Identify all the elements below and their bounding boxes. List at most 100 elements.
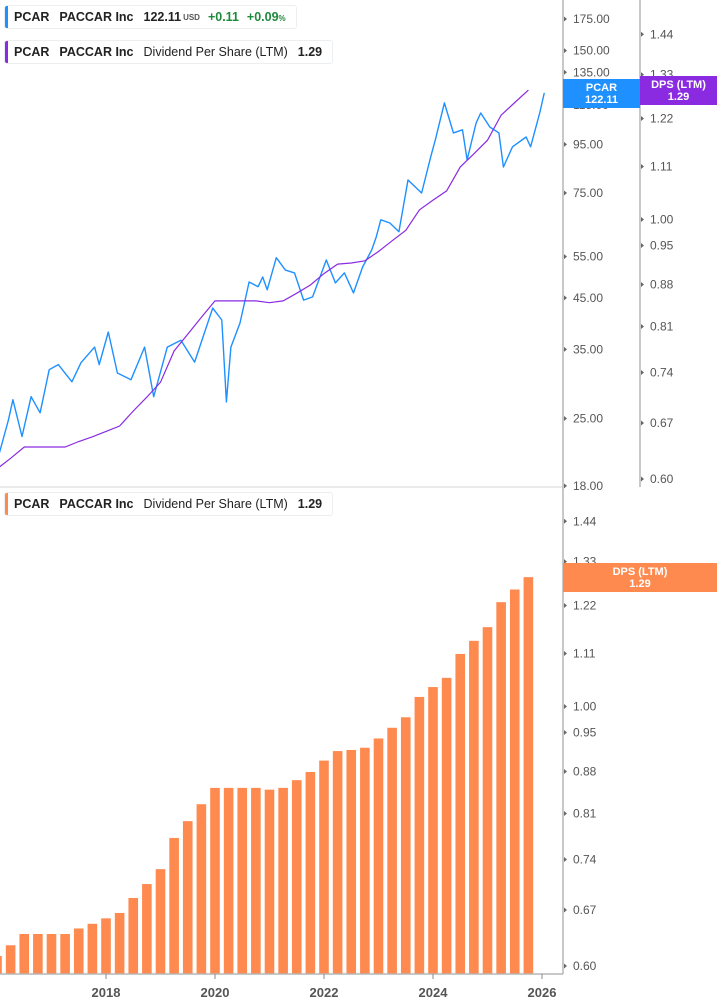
dps-bars	[0, 577, 534, 974]
x-tick-label: 2022	[310, 985, 339, 1000]
price-tick-label: 95.00	[573, 137, 603, 151]
dps-legend-top[interactable]: PCAR PACCAR Inc Dividend Per Share (LTM)…	[4, 40, 334, 64]
price-legend[interactable]: PCAR PACCAR Inc 122.11 USD +0.11 +0.09%	[4, 5, 297, 29]
dps-bottom-tick-label: 0.81	[573, 807, 597, 821]
dps-bar	[251, 787, 261, 974]
dps-bar	[373, 738, 384, 974]
dps-tick-label: 1.44	[650, 27, 674, 41]
price-tick-label-mark	[564, 48, 567, 54]
dps-bottom-tick-label-mark	[564, 907, 567, 913]
dps-bar	[509, 589, 520, 974]
dps-bar	[441, 677, 452, 974]
dps-bar	[387, 727, 397, 974]
price-tick-label: 150.00	[573, 44, 610, 58]
legend-company: PACCAR Inc	[59, 45, 134, 59]
price-tick-label-mark	[564, 415, 567, 421]
dps-bar	[73, 928, 84, 974]
dps-tick-label: 0.74	[650, 365, 674, 379]
dps-bar	[455, 653, 466, 974]
dps-bar	[305, 772, 316, 974]
dps-bar	[87, 923, 98, 974]
legend-ticker: PCAR	[14, 45, 50, 59]
dps-top-last-value-tag: DPS (LTM) 1.29	[640, 76, 717, 105]
dps-bar	[128, 897, 139, 974]
dps-legend-bottom[interactable]: PCAR PACCAR Inc Dividend Per Share (LTM)…	[4, 492, 334, 516]
dps-tick-label: 0.88	[650, 277, 674, 291]
dps-bottom-tick-label: 0.60	[573, 959, 597, 973]
dps-bar	[223, 787, 234, 974]
dps-bar	[332, 751, 343, 974]
dps-tick-label: 1.11	[650, 159, 673, 173]
dps-bottom-tick-label-mark	[564, 811, 567, 817]
dps-bar	[196, 804, 207, 974]
price-line	[0, 92, 545, 454]
dps-bottom-tick-label-mark	[564, 730, 567, 736]
dps-bottom-tick-label-mark	[564, 963, 567, 969]
legend-currency: USD	[183, 12, 200, 22]
dps-tick-label-mark	[641, 281, 644, 287]
price-tick-label: 75.00	[573, 186, 603, 200]
x-tick-label: 2020	[201, 985, 230, 1000]
dps-bar	[469, 640, 479, 974]
x-tick-label: 2024	[419, 985, 449, 1000]
legend-ticker: PCAR	[14, 497, 50, 511]
dps-tick-label-mark	[641, 420, 644, 426]
dps-bar	[101, 918, 111, 974]
dps-tick-label-mark	[641, 476, 644, 482]
dps-bottom-tick-label: 0.74	[573, 852, 597, 866]
dps-bar	[482, 627, 493, 974]
price-tick-label: 55.00	[573, 250, 603, 264]
dps-bar	[142, 884, 152, 974]
dps-bar	[210, 787, 220, 974]
dps-bar	[60, 934, 70, 974]
dps-bottom-tick-label-mark	[564, 704, 567, 710]
legend-pct-sign: %	[278, 14, 286, 23]
legend-metric: Dividend Per Share (LTM)	[143, 45, 288, 59]
dps-bottom-tick-label: 1.11	[573, 646, 596, 660]
legend-change: +0.11	[207, 10, 239, 24]
dps-bottom-tick-label-mark	[564, 768, 567, 774]
dps-bottom-tag-label: DPS (LTM)	[612, 565, 668, 578]
price-tick-label: 135.00	[573, 65, 610, 79]
dps-bar	[0, 955, 2, 974]
price-tick-label-mark	[564, 483, 567, 489]
dps-bottom-tick-label: 1.44	[573, 514, 597, 528]
dps-bottom-tick-label-mark	[564, 602, 567, 608]
dps-bar	[169, 837, 179, 974]
dps-bar	[496, 602, 506, 974]
x-tick-label: 2018	[92, 985, 121, 1000]
dps-bottom-tick-label-mark	[564, 518, 567, 524]
legend-company: PACCAR Inc	[59, 10, 134, 24]
dps-tick-label-mark	[641, 163, 644, 169]
dps-bar	[182, 821, 193, 974]
dps-tick-label-mark	[641, 72, 644, 78]
dps-tick-label-mark	[641, 115, 644, 121]
dps-bottom-last-value-tag: DPS (LTM) 1.29	[563, 563, 717, 592]
dps-bar	[360, 747, 370, 974]
dps-tick-label-mark	[641, 324, 644, 330]
dps-bottom-tick-label: 0.67	[573, 903, 597, 917]
dps-tick-label-mark	[641, 31, 644, 37]
dps-bar	[278, 787, 288, 974]
dps-bar	[46, 934, 57, 974]
dps-bottom-tick-label-mark	[564, 559, 567, 565]
legend-value: 1.29	[297, 45, 323, 59]
top-lines	[0, 89, 545, 468]
dps-bar	[264, 789, 275, 974]
price-tick-label-mark	[564, 190, 567, 196]
dps-bottom-legend-color	[5, 493, 8, 515]
dps-tick-label-mark	[641, 369, 644, 375]
price-tick-label: 45.00	[573, 291, 603, 305]
price-last-value-tag: PCAR 122.11	[563, 79, 640, 108]
dps-bar	[523, 577, 534, 974]
dps-bottom-tick-label: 1.00	[573, 700, 597, 714]
dps-bottom-tick-label: 0.88	[573, 764, 597, 778]
dps-tick-label: 1.00	[650, 213, 674, 227]
dps-tick-label: 1.22	[650, 111, 674, 125]
dps-tick-label-mark	[641, 243, 644, 249]
dps-legend-color	[5, 41, 8, 63]
legend-company: PACCAR Inc	[59, 497, 134, 511]
price-tick-label-mark	[564, 346, 567, 352]
price-tick-label-mark	[564, 254, 567, 260]
